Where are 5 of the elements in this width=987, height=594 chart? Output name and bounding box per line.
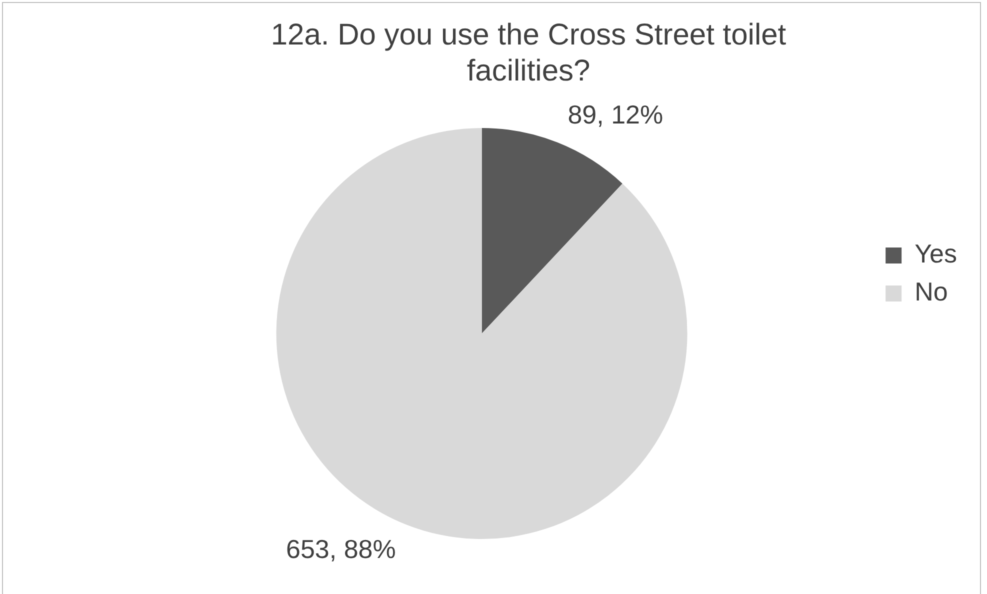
legend-label: No (914, 276, 948, 307)
data-label: 89, 12% (568, 100, 664, 130)
chart-title: 12a. Do you use the Cross Street toilet facilities? (270, 18, 787, 88)
legend-label: Yes (914, 238, 958, 269)
data-label: 653, 88% (286, 534, 396, 564)
